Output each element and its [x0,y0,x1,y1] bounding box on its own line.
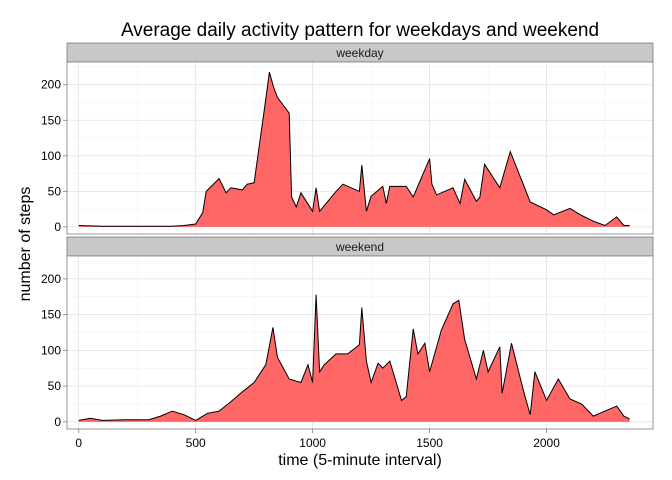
y-tick-label: 50 [48,379,62,393]
area-line [78,71,630,227]
area-fill [78,294,630,422]
x-tick-label: 1000 [299,436,326,450]
y-tick-label: 50 [48,184,62,198]
y-tick-label: 0 [54,220,61,234]
y-tick-label: 150 [41,308,61,322]
x-tick-label: 1500 [416,436,443,450]
y-tick-label: 0 [54,415,61,429]
facet-strip-label: weekend [335,240,384,254]
y-tick-label: 100 [41,343,61,357]
y-tick-label: 200 [41,78,61,92]
facet-strip-label: weekday [335,46,383,60]
panel-border [66,255,654,430]
y-axis-label: number of steps [17,186,34,302]
x-tick-label: 500 [186,436,206,450]
y-tick-label: 100 [41,149,61,163]
chart-title: Average daily activity pattern for weekd… [120,20,600,41]
area-line [78,294,630,421]
panel-weekday: weekday 0 50 100 150 200 [41,42,654,235]
y-tick-label: 200 [41,272,61,286]
x-tick-label: 0 [75,436,82,450]
y-tick-label: 150 [41,113,61,127]
x-axis-label: time (5-minute interval) [278,452,442,469]
x-tick-label: 2000 [533,436,560,450]
panel-border [66,61,654,235]
panel-weekend: weekend 0 50 100 150 200 [41,236,654,430]
area-fill [78,72,630,227]
